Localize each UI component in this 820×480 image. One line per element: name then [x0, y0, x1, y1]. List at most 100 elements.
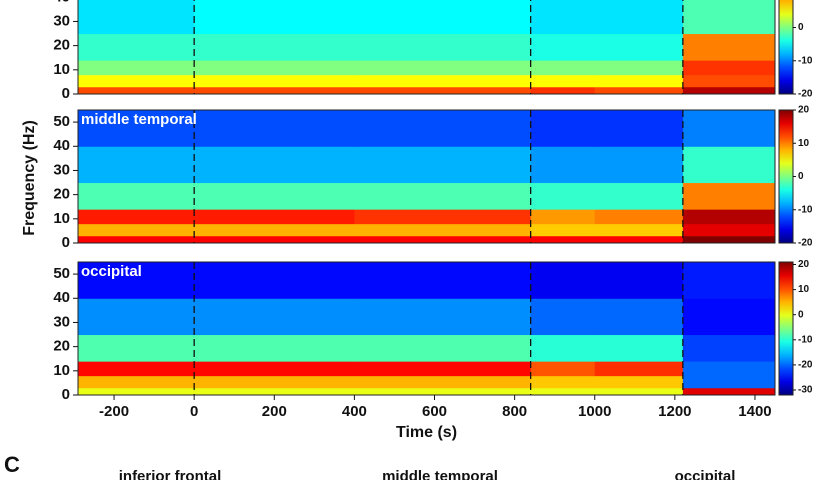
colorbar-tick-label: -10	[798, 334, 813, 345]
heatmap-cell	[530, 182, 596, 210]
heatmap-cell	[194, 146, 355, 184]
panel: 0 10 20 30 40 50 occipital 20 10 0 -10 -20 -30 -200 0 2…	[53, 259, 813, 441]
panel-label: occipital	[81, 263, 142, 280]
heatmap-cell	[594, 209, 684, 225]
heatmap-cell	[530, 387, 596, 396]
x-tick-label: 800	[502, 403, 527, 420]
y-tick-label: 30	[53, 313, 70, 330]
colorbar-tick-label: 20	[798, 105, 810, 116]
heatmap-cell	[354, 74, 532, 88]
x-tick-label: 1000	[578, 403, 611, 420]
y-tick-label: 50	[53, 265, 70, 282]
heatmap-cell	[594, 223, 684, 237]
heatmap-cell	[194, 262, 355, 299]
heatmap-cell	[78, 223, 195, 237]
y-tick-label: 0	[62, 234, 70, 251]
colorbar-tick-label: -20	[798, 360, 813, 371]
heatmap-cell	[594, 146, 684, 184]
plot-frame	[77, 0, 776, 95]
heatmap-cell	[194, 74, 355, 88]
next-panel-title: inferior frontal	[119, 468, 222, 480]
heatmap-cell	[354, 235, 532, 244]
colorbar	[778, 261, 794, 396]
heatmap-cell	[354, 110, 532, 147]
heatmap-cell	[530, 110, 596, 147]
colorbar-tick-label: -30	[798, 385, 813, 396]
y-tick-label: 0	[62, 386, 70, 403]
x-tick-label: 400	[342, 403, 367, 420]
heatmap-cell	[682, 262, 776, 299]
heatmap-cell	[354, 146, 532, 184]
heatmap-cell	[682, 74, 776, 88]
heatmap-cell	[594, 235, 684, 244]
colorbar-tick-label: -20	[798, 89, 813, 100]
heatmap-cell	[78, 387, 195, 396]
heatmap-cell	[194, 375, 355, 389]
heatmap-cell	[354, 387, 532, 396]
next-panel-title: occipital	[675, 468, 736, 480]
y-axis-label: Frequency (Hz)	[21, 120, 38, 236]
heatmap-cell	[78, 146, 195, 184]
heatmap-cell	[78, 33, 195, 61]
heatmap-cell	[78, 60, 195, 76]
panel-label: middle temporal	[81, 111, 197, 128]
heatmap-cell	[530, 0, 596, 35]
heatmap-cell	[530, 60, 596, 76]
colorbar-tick-label: 0	[798, 22, 804, 33]
heatmap-cell	[682, 235, 776, 244]
y-tick-label: 10	[53, 61, 70, 78]
heatmap-cell	[594, 74, 684, 88]
heatmap-cell	[530, 74, 596, 88]
heatmap-cell	[530, 298, 596, 336]
heatmap-cell	[194, 298, 355, 336]
heatmap-cell	[594, 60, 684, 76]
heatmap-cell	[530, 33, 596, 61]
heatmap-cell	[194, 0, 355, 35]
heatmap-cell	[530, 235, 596, 244]
heatmap-cell	[78, 298, 195, 336]
y-tick-label: 30	[53, 12, 70, 29]
heatmap-cell	[354, 375, 532, 389]
heatmap-cell	[682, 298, 776, 336]
colorbar-tick-label: -10	[798, 204, 813, 215]
y-tick-label: 10	[53, 210, 70, 227]
x-tick-label: 200	[262, 403, 287, 420]
heatmap-cell	[78, 334, 195, 362]
heatmap-cell	[78, 74, 195, 88]
heatmap-cell	[594, 375, 684, 389]
heatmap-cell	[530, 223, 596, 237]
heatmap-cell	[354, 361, 532, 377]
heatmap-cell	[78, 182, 195, 210]
heatmap-cell	[354, 334, 532, 362]
heatmap-cell	[354, 209, 532, 225]
heatmap-cell	[354, 262, 532, 299]
heatmap-cell	[682, 182, 776, 210]
colorbar-tick-label: 10	[798, 284, 810, 295]
heatmap-cell	[78, 209, 195, 225]
heatmap-cell	[194, 33, 355, 61]
y-tick-label: 20	[53, 338, 70, 355]
colorbar-tick-label: 0	[798, 309, 804, 320]
heatmap-cell	[194, 361, 355, 377]
colorbar	[778, 109, 794, 244]
heatmap-cell	[682, 375, 776, 389]
heatmap-cell	[194, 235, 355, 244]
heatmap-cell	[594, 182, 684, 210]
heatmap-cell	[682, 334, 776, 362]
heatmap-cell	[354, 0, 532, 35]
y-tick-label: 20	[53, 186, 70, 203]
heatmap-cell	[194, 60, 355, 76]
colorbar-tick-label: -20	[798, 238, 813, 249]
heatmap-cell	[594, 334, 684, 362]
heatmap-cell	[530, 209, 596, 225]
heatmap-cell	[78, 375, 195, 389]
heatmap-cell	[354, 60, 532, 76]
heatmap-cell	[682, 361, 776, 377]
panel: 0 10 20 30 40 0 -10 -20	[53, 0, 813, 102]
x-tick-label: -200	[99, 403, 129, 420]
heatmap-cell	[594, 110, 684, 147]
heatmap-cell	[530, 334, 596, 362]
heatmap-cell	[682, 209, 776, 225]
heatmap-cell	[354, 223, 532, 237]
y-tick-label: 40	[53, 0, 70, 5]
